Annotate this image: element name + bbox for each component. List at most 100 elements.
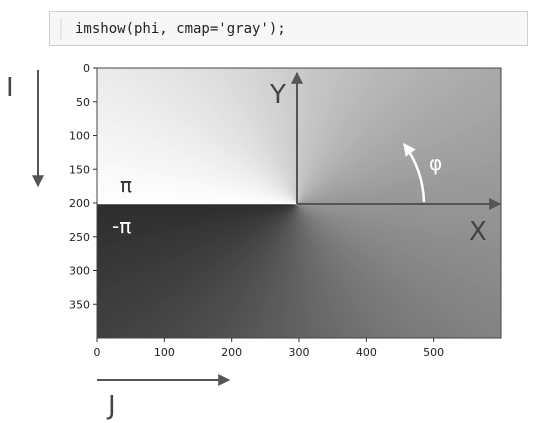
- phase-wedge: [97, 203, 298, 212]
- phase-wedge: [296, 203, 501, 263]
- phase-wedge: [237, 203, 298, 338]
- y-tick-label: 100: [69, 130, 90, 143]
- phase-wedge: [97, 168, 298, 205]
- phase-wedge: [247, 203, 298, 338]
- x-ticks: 0 100 200 300 400 500: [94, 338, 444, 359]
- y-axis-label: Y: [269, 80, 286, 110]
- phase-wedge: [184, 203, 298, 338]
- phase-wedge: [157, 203, 298, 338]
- code-cell[interactable]: imshow(phi, cmap='gray');: [49, 11, 528, 46]
- phase-wedge: [296, 68, 404, 205]
- phase-wedge: [296, 203, 501, 248]
- phase-wedge: [258, 203, 298, 338]
- phase-wedge: [296, 68, 307, 205]
- y-tick-label: 350: [69, 298, 90, 311]
- phase-wedge: [296, 203, 501, 323]
- phase-wedge: [97, 153, 298, 205]
- y-tick-label: 150: [69, 163, 90, 176]
- phase-wedge: [296, 68, 347, 205]
- phase-wedge: [212, 203, 298, 338]
- code-text[interactable]: imshow(phi, cmap='gray');: [75, 21, 286, 37]
- x-tick-label: 200: [221, 346, 242, 359]
- code-gutter: [60, 18, 62, 39]
- phase-wedge: [296, 68, 460, 205]
- phase-wedge: [296, 68, 397, 205]
- y-tick-label: 300: [69, 265, 90, 278]
- phase-wedge: [296, 68, 303, 205]
- phase-wedge: [231, 203, 298, 338]
- phase-wedge: [296, 203, 307, 338]
- x-axis-label: X: [469, 217, 487, 247]
- phase-wedge: [292, 203, 298, 338]
- x-tick-label: 500: [423, 346, 444, 359]
- phase-wedge: [296, 68, 322, 205]
- y-tick-label: 50: [76, 96, 90, 109]
- phase-wedge: [287, 68, 298, 205]
- phase-wedge: [296, 68, 439, 205]
- phase-wedge: [296, 203, 501, 332]
- phase-wedge: [97, 203, 298, 338]
- phase-wedge: [97, 88, 298, 205]
- phi-arrow: [402, 142, 426, 203]
- phase-wedge: [97, 97, 298, 205]
- phase-wedge: [97, 196, 298, 205]
- y-tick-label: 200: [69, 197, 90, 210]
- row-axis-label: I: [6, 73, 14, 103]
- phase-wedge: [263, 203, 298, 338]
- phase-wedge: [296, 68, 429, 205]
- phi-label: φ: [429, 151, 442, 175]
- phase-wedge: [296, 68, 327, 205]
- phase-wedge: [296, 68, 312, 205]
- phase-wedge: [97, 203, 298, 219]
- y-tick-label: 250: [69, 231, 90, 244]
- phase-wedge: [296, 68, 337, 205]
- phase-wedge: [296, 189, 501, 205]
- phase-wedge: [296, 68, 412, 205]
- phase-wedge: [175, 203, 298, 338]
- phase-wedge: [296, 68, 353, 205]
- phase-wedge: [277, 203, 298, 338]
- phase-wedge: [296, 68, 342, 205]
- phase-wedge: [296, 68, 390, 205]
- neg-pi-label: -π: [112, 214, 131, 238]
- x-tick-label: 100: [154, 346, 175, 359]
- phase-wedge: [296, 68, 332, 205]
- phase-wedge: [167, 203, 298, 338]
- phase-wedge: [296, 68, 376, 205]
- phase-wedge: [97, 138, 298, 205]
- phase-wedge: [296, 203, 501, 212]
- phase-wedge: [97, 146, 298, 205]
- phase-wedge: [191, 203, 298, 338]
- phase-wedge: [268, 203, 298, 338]
- phase-wedge: [296, 68, 383, 205]
- phase-wedge: [296, 68, 485, 205]
- phase-wedge: [97, 114, 298, 205]
- phase-wedge: [97, 182, 298, 205]
- y-ticks: 0 50 100 150 200 250 300 350: [69, 62, 97, 311]
- phase-wedge: [291, 68, 298, 205]
- phase-wedge: [253, 203, 298, 338]
- pi-label: π: [120, 173, 132, 197]
- phase-wedge: [296, 203, 501, 271]
- x-tick-label: 300: [289, 346, 310, 359]
- phase-wedge: [296, 68, 500, 205]
- phase-wedge: [97, 189, 298, 205]
- phase-wedge: [97, 78, 298, 205]
- phase-wedge: [97, 175, 298, 205]
- phase-wedge: [219, 203, 298, 338]
- phase-wedge: [242, 203, 298, 338]
- phase-wedge: [282, 203, 298, 338]
- phase-wedge: [112, 203, 298, 338]
- phase-wedge: [287, 203, 298, 338]
- y-tick-label: 0: [83, 62, 90, 75]
- phase-wedge: [296, 203, 501, 233]
- phase-wedge: [296, 203, 501, 279]
- phase-wedge: [296, 68, 317, 205]
- phase-wedge: [296, 196, 501, 205]
- col-axis-label: J: [106, 391, 116, 421]
- x-tick-label: 400: [356, 346, 377, 359]
- phase-wedge: [97, 122, 298, 205]
- phase-wedge: [97, 161, 298, 205]
